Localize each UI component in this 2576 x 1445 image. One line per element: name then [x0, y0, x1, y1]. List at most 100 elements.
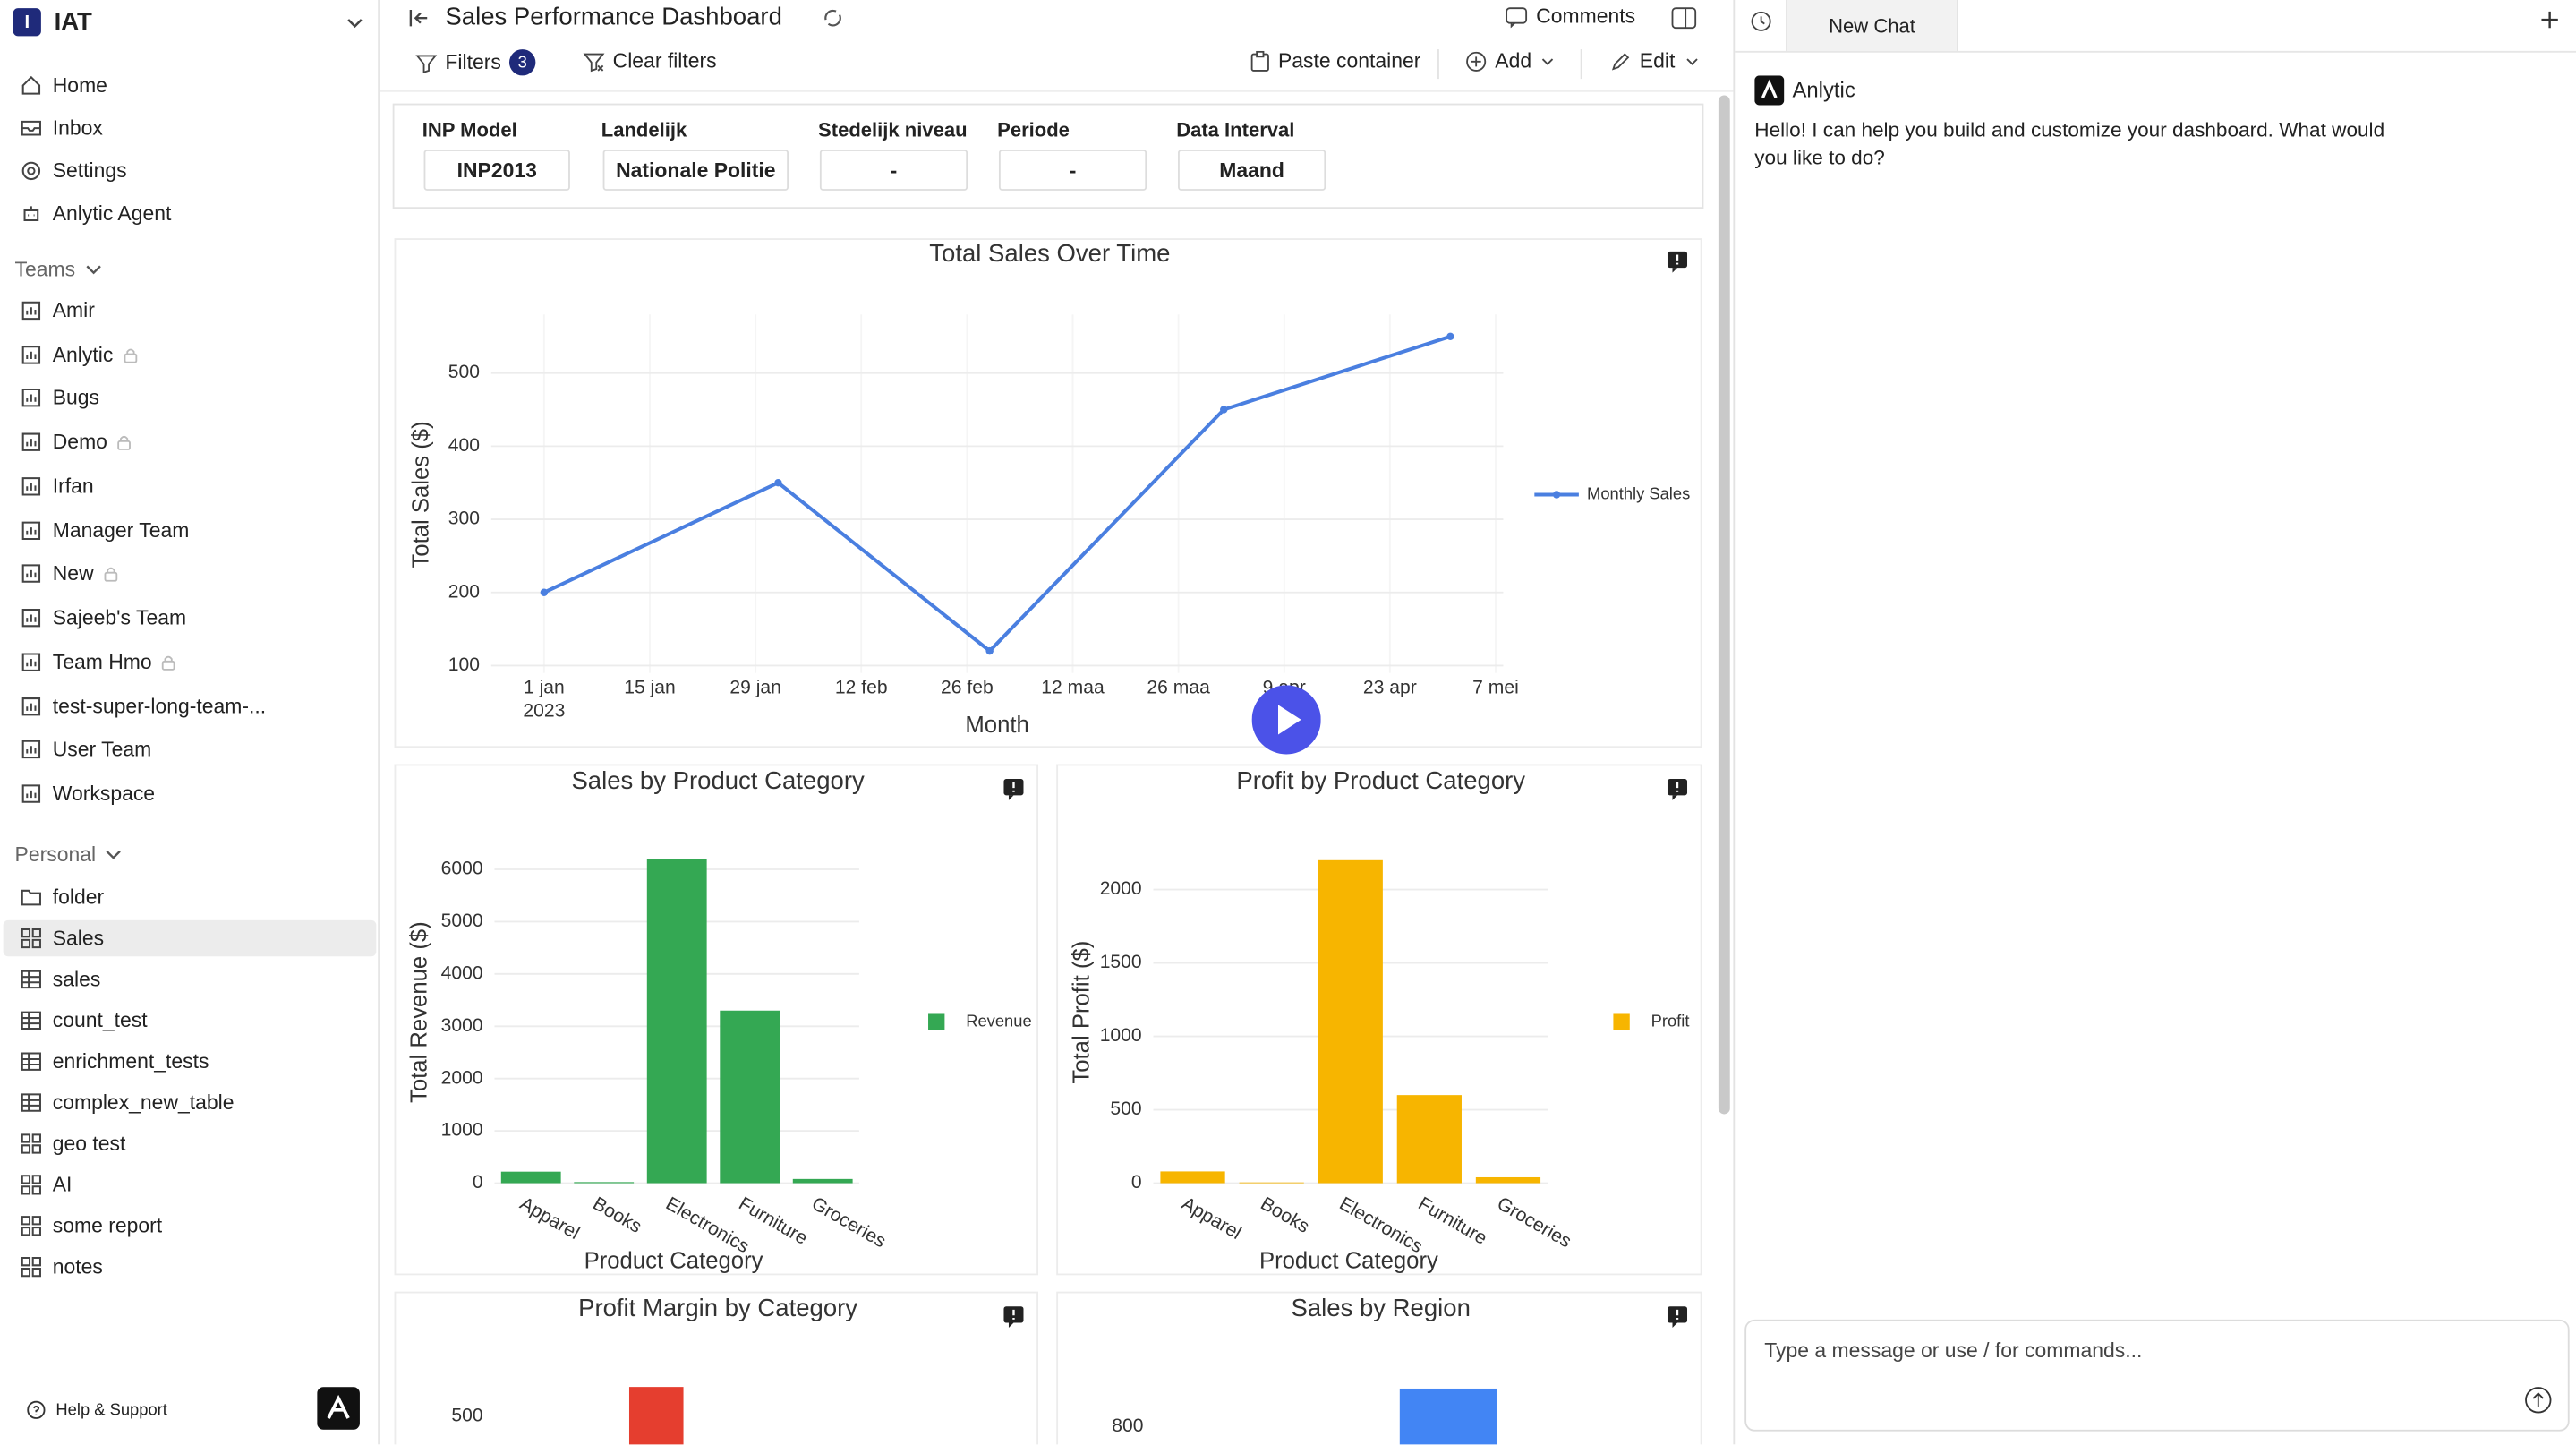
y-tick-label: 200 — [448, 581, 480, 602]
comments-button[interactable]: Comments — [1505, 5, 1635, 28]
sidebar: I IAT Teams Personal Help & Support Home… — [0, 0, 380, 1445]
icon — [21, 161, 41, 181]
filter-value[interactable]: - — [819, 150, 968, 191]
filter-label: Stedelijk niveau — [818, 118, 968, 141]
chart-title: Sales by Region — [1292, 1294, 1471, 1321]
nav-item[interactable]: AI — [20, 1168, 72, 1201]
x-axis-title: Product Category — [1259, 1248, 1438, 1273]
filter-value[interactable]: - — [998, 150, 1147, 191]
chevron[interactable] — [345, 13, 364, 33]
nav-item[interactable]: notes — [20, 1251, 103, 1284]
chat-tab[interactable]: New Chat — [1786, 0, 1958, 51]
chart-title: Profit by Product Category — [1236, 766, 1525, 794]
scrollbar[interactable] — [1718, 95, 1730, 1115]
collapse-button[interactable] — [407, 6, 431, 30]
x-tick-label: 1 jan 2023 — [523, 678, 566, 721]
nav-label: Workspace — [52, 782, 156, 806]
help-link[interactable]: Help & Support — [26, 1393, 167, 1426]
edit-button[interactable]: Edit — [1610, 49, 1700, 73]
section-label: Teams — [14, 258, 76, 281]
teams-header[interactable]: Teams — [15, 258, 102, 281]
nav-item[interactable]: Anlytic — [20, 338, 138, 372]
icon — [21, 889, 41, 906]
filter-value[interactable]: INP2013 — [423, 150, 570, 191]
nav-label: notes — [52, 1255, 103, 1278]
icon-shape — [126, 348, 135, 355]
nav-item[interactable]: Team Hmo — [20, 646, 176, 679]
y-axis-title: Total Revenue ($) — [407, 921, 432, 1103]
chart: Total Sales Over Time 100 200 300 400 500 Mont… — [408, 240, 1690, 738]
chart-panel: Sales by Region 800 — [1056, 1291, 1702, 1445]
comment-icon — [1672, 795, 1678, 800]
send-button[interactable] — [2523, 1385, 2553, 1415]
nav-label: Amir — [52, 299, 95, 322]
nav-item[interactable]: Anlytic Agent — [20, 197, 171, 230]
chart-title: Sales by Product Category — [571, 766, 865, 794]
nav-item[interactable]: Sales — [20, 922, 104, 955]
filter-value[interactable]: Nationale Politie — [602, 150, 789, 191]
bar — [1160, 1171, 1225, 1184]
nav-item[interactable]: Demo — [20, 426, 132, 459]
nav-item[interactable]: Home — [20, 69, 107, 102]
comment-icon — [1008, 795, 1014, 800]
section-label: Personal — [14, 842, 97, 867]
nav-label: Sajeeb's Team — [52, 606, 187, 630]
nav-item[interactable]: Bugs — [20, 382, 99, 415]
nav-item[interactable]: enrichment_tests — [20, 1045, 209, 1078]
x-axis-title: Product Category — [584, 1248, 763, 1273]
assistant-avatar — [1754, 75, 1785, 106]
nav-item[interactable]: count_test — [20, 1004, 148, 1037]
icon-shape — [165, 655, 174, 662]
nav-item[interactable]: complex_new_table — [20, 1086, 235, 1119]
icon-shape — [21, 565, 41, 584]
icon-shape — [21, 1052, 41, 1071]
icon — [21, 784, 41, 803]
clear-filters-button[interactable]: Clear filters — [583, 49, 717, 73]
icon — [21, 1216, 41, 1236]
nav-item[interactable]: geo test — [20, 1127, 125, 1160]
nav-item[interactable]: some report — [20, 1210, 162, 1243]
filters-button[interactable]: Filters 3 — [415, 49, 536, 76]
history-button[interactable] — [1750, 10, 1773, 33]
play-button[interactable] — [1251, 685, 1321, 755]
icon — [21, 740, 41, 759]
x-tick-label: 15 jan — [624, 678, 676, 698]
nav-label: count_test — [52, 1008, 148, 1032]
nav-item[interactable]: Workspace — [20, 777, 155, 810]
nav-item[interactable]: User Team — [20, 733, 151, 766]
filter-label: INP Model — [422, 118, 517, 141]
y-tick-label: 500 — [1110, 1099, 1141, 1119]
y-tick-label: 2000 — [1100, 878, 1142, 899]
new-chat-button[interactable] — [2540, 10, 2560, 30]
icon-shape — [21, 609, 41, 628]
filter-value[interactable]: Maand — [1178, 150, 1326, 191]
filter-label: Landelijk — [601, 118, 687, 141]
x-tick-label: Apparel — [1178, 1193, 1244, 1244]
nav-label: Team Hmo — [52, 650, 152, 674]
nav-item[interactable]: Inbox — [20, 112, 103, 145]
nav-item[interactable]: sales — [20, 963, 100, 996]
personal-header[interactable]: Personal — [14, 842, 123, 867]
sync-icon[interactable] — [823, 8, 843, 28]
icon-shape — [21, 1216, 41, 1236]
bar-partial — [1399, 1388, 1497, 1445]
app-logo[interactable] — [317, 1387, 360, 1430]
icon-shape — [21, 740, 41, 759]
nav-item[interactable]: test-super-long-team-... — [20, 689, 266, 722]
add-button[interactable]: Add — [1465, 49, 1556, 73]
workspace-name[interactable]: IAT — [54, 8, 92, 37]
icon — [21, 476, 41, 496]
nav-item[interactable]: New — [20, 558, 118, 591]
nav-item[interactable]: Manager Team — [20, 514, 189, 547]
nav-item[interactable]: Irfan — [20, 470, 94, 503]
nav-item[interactable]: Amir — [20, 295, 95, 328]
nav-item[interactable]: Sajeeb's Team — [20, 602, 186, 635]
nav-item[interactable]: folder — [20, 881, 104, 914]
nav-item[interactable]: Settings — [20, 155, 127, 188]
panel-toggle[interactable] — [1671, 6, 1697, 30]
chart-panel: Sales by Product Category 0 1000 2000 3000 40… — [394, 764, 1039, 1276]
x-tick-label: 23 apr — [1362, 678, 1417, 698]
paste-button[interactable]: Paste container — [1250, 49, 1420, 73]
point — [540, 588, 549, 596]
chat-input[interactable]: Type a message or use / for commands... — [1744, 1319, 2570, 1432]
